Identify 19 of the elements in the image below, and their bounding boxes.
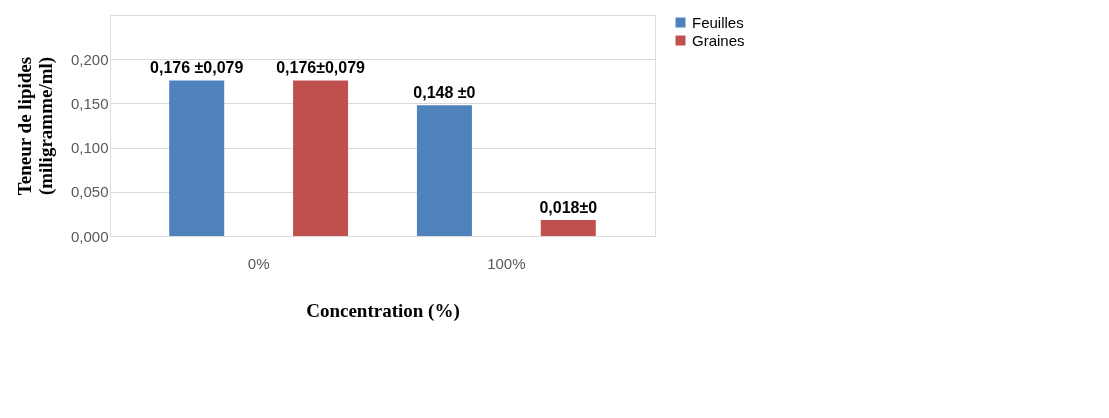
data-label: 0,176 ±0,079 (150, 59, 244, 77)
data-label: 0,176±0,079 (276, 59, 366, 77)
y-tick-label: 0,050 (70, 183, 109, 201)
y-axis-title: Teneur de lipides (miligramme/ml) (13, 56, 57, 196)
data-label: 0,018±0 (539, 199, 598, 217)
data-label: 0,148 ±0 (413, 84, 476, 102)
y-tick-label: 0,000 (70, 227, 109, 245)
x-axis-title: Concentration (%) (306, 299, 460, 322)
x-tick-label: 0% (247, 254, 270, 272)
legend-label: Graines (692, 31, 745, 49)
bar (540, 220, 596, 236)
bar (169, 80, 225, 236)
legend-label: Feuilles (692, 13, 744, 31)
bar (293, 80, 349, 236)
bar (416, 105, 472, 236)
x-tick-label: 100% (487, 254, 526, 272)
y-tick-label: 0,150 (70, 94, 109, 112)
y-tick-label: 0,200 (70, 50, 109, 68)
y-tick-label: 0,100 (70, 139, 109, 157)
